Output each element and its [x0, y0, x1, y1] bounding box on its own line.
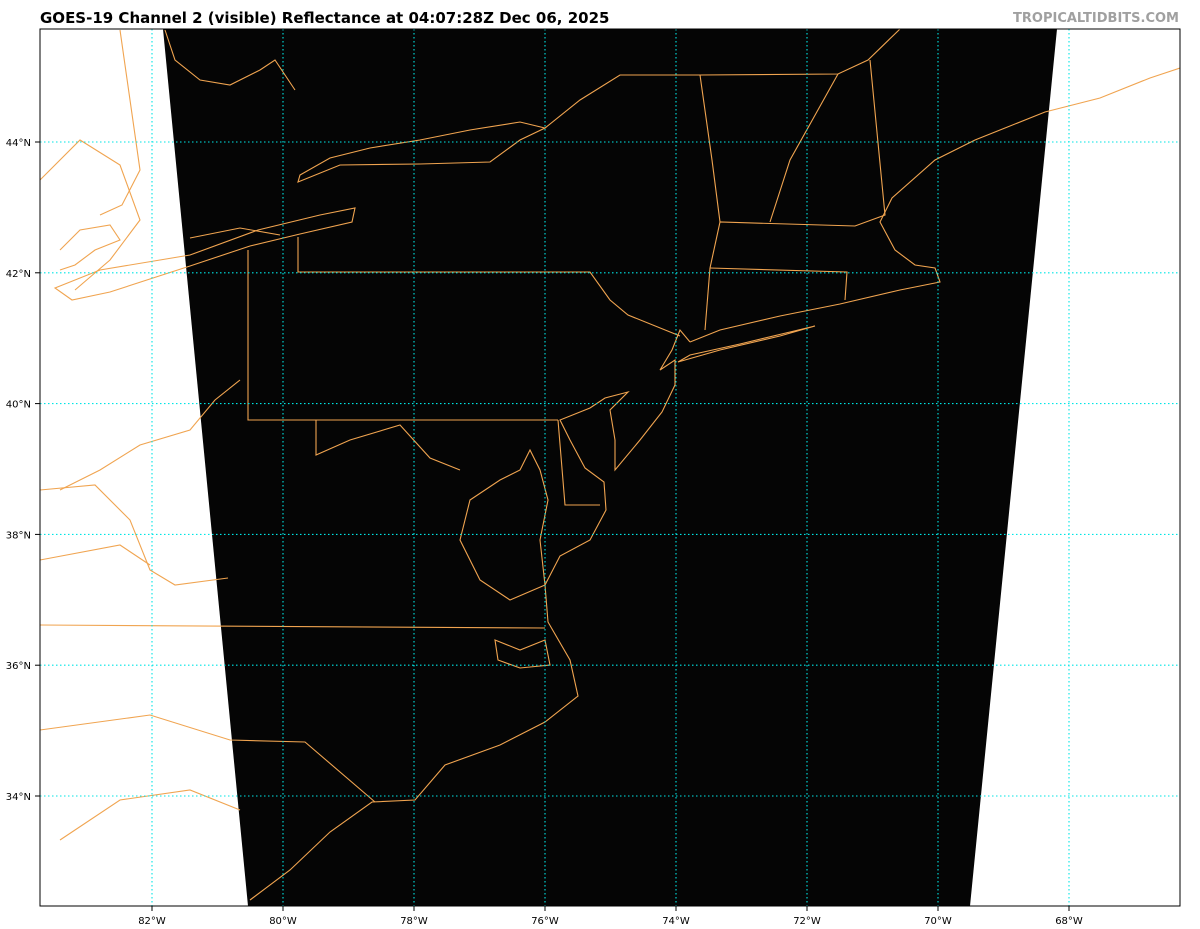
lon-label: 70°W	[924, 916, 952, 927]
lon-label: 80°W	[269, 916, 297, 927]
satellite-swath	[163, 29, 1057, 906]
lon-label: 76°W	[531, 916, 559, 927]
watermark: TROPICALTIDBITS.COM	[1013, 11, 1179, 26]
lat-label: 44°N	[6, 138, 31, 149]
lon-label: 82°W	[138, 916, 166, 927]
lat-label: 40°N	[6, 400, 31, 411]
lon-label: 72°W	[793, 916, 821, 927]
lon-label: 74°W	[662, 916, 690, 927]
lat-label: 36°N	[6, 661, 31, 672]
lat-label: 34°N	[6, 792, 31, 803]
lat-label: 38°N	[6, 530, 31, 541]
coastlines-borders	[40, 29, 1180, 901]
lon-label: 78°W	[400, 916, 428, 927]
lon-label: 68°W	[1055, 916, 1083, 927]
lat-label: 42°N	[6, 269, 31, 280]
map-title: GOES-19 Channel 2 (visible) Reflectance …	[40, 9, 610, 27]
map-frame	[39, 28, 1181, 907]
